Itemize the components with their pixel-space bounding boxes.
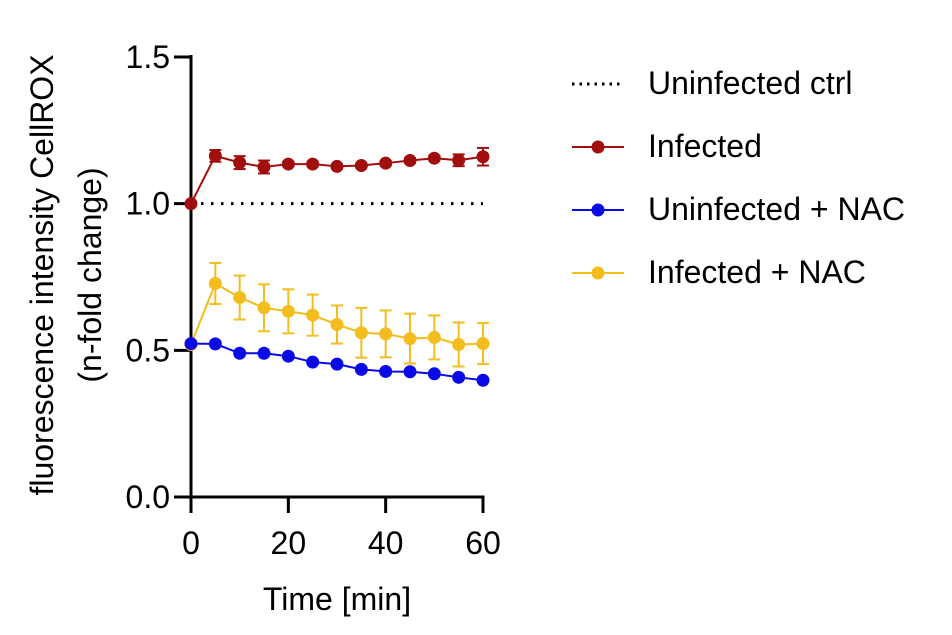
data-point (306, 355, 320, 369)
legend-item-uninfected-ctrl: Uninfected ctrl (570, 52, 905, 115)
series-uninfected-nac (184, 337, 490, 387)
y-tick-label: 0.0 (126, 479, 170, 515)
data-point (208, 149, 222, 163)
data-point (184, 197, 198, 211)
legend-swatch-infected-nac (572, 266, 624, 279)
data-point (233, 156, 247, 170)
data-point (354, 159, 368, 173)
data-point (257, 301, 271, 315)
data-point (281, 349, 295, 363)
legend-swatch-uninfected-ctrl (572, 82, 624, 85)
y-tick-label: 1.5 (126, 39, 170, 75)
legend-label: Uninfected ctrl (648, 65, 853, 101)
x-axis-label: Time [min] (263, 581, 411, 617)
data-point (452, 370, 466, 384)
data-point (233, 291, 247, 305)
data-point (476, 337, 490, 351)
legend-label: Uninfected + NAC (648, 191, 906, 227)
data-point (330, 159, 344, 173)
data-point (330, 318, 344, 332)
y-axis-label-line1: fluorescence intensity CellROX (24, 54, 60, 495)
data-point (452, 153, 466, 167)
data-point (257, 160, 271, 174)
legend-swatch-uninfected-nac (572, 203, 624, 216)
data-point (257, 346, 271, 360)
data-point (403, 332, 417, 346)
legend: Uninfected ctrl Infected Uninfected + NA… (570, 52, 905, 304)
data-point (379, 327, 393, 341)
data-point (233, 346, 247, 360)
data-point (354, 326, 368, 340)
legend-label: Infected + NAC (648, 254, 866, 290)
y-tick-label: 1.0 (126, 186, 170, 222)
data-point (403, 365, 417, 379)
data-point (452, 337, 466, 351)
series-infected (184, 146, 490, 211)
legend-label: Infected (648, 128, 762, 164)
legend-swatch-infected (572, 140, 624, 153)
data-point (208, 337, 222, 351)
data-point (403, 154, 417, 168)
x-tick-label: 0 (182, 525, 200, 561)
data-point (476, 373, 490, 387)
x-tick-label: 20 (271, 525, 307, 561)
data-point (281, 157, 295, 171)
data-point (427, 330, 441, 344)
data-point (184, 337, 198, 351)
y-tick-label: 0.5 (126, 332, 170, 368)
x-tick-label: 40 (368, 525, 404, 561)
data-point (208, 276, 222, 290)
data-point (354, 362, 368, 376)
data-point (427, 151, 441, 165)
data-point (379, 156, 393, 170)
y-axis-label-line2: (n-fold change) (72, 167, 108, 382)
legend-item-infected-nac: Infected + NAC (570, 241, 905, 304)
data-point (330, 357, 344, 371)
data-point (379, 364, 393, 378)
data-point (281, 304, 295, 318)
data-point (427, 367, 441, 381)
data-point (306, 308, 320, 322)
series-infected-nac (184, 261, 490, 368)
axes: 0.0 0.5 1.0 1.5 0 20 40 60 (126, 39, 501, 561)
legend-item-infected: Infected (570, 115, 905, 178)
data-point (306, 157, 320, 171)
legend-item-uninfected-nac: Uninfected + NAC (570, 178, 905, 241)
x-tick-label: 60 (465, 525, 501, 561)
data-point (476, 150, 490, 164)
series-layer (184, 146, 490, 387)
